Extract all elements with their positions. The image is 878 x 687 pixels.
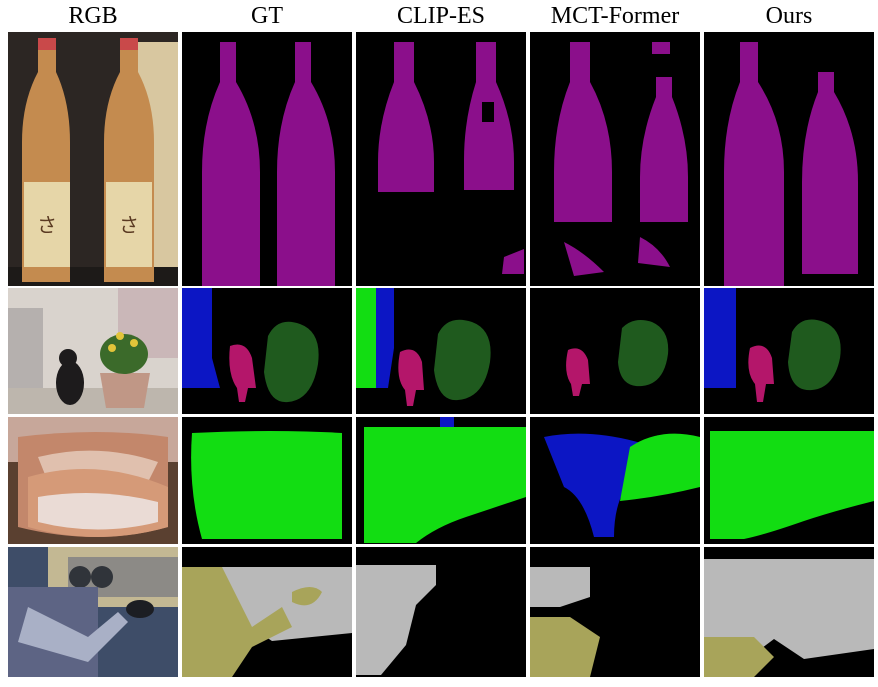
rgb-image-bottles: さ さ (8, 32, 178, 286)
clipes-mask-motorbike (356, 547, 526, 677)
mctformer-mask-pillow (530, 417, 700, 544)
column-header-gt: GT (251, 3, 283, 29)
gt-mask-bottles (182, 32, 352, 286)
svg-text:さ: さ (37, 213, 57, 237)
ours-mask-bottles (704, 32, 874, 286)
column-header-mctformer: MCT-Former (550, 3, 680, 29)
rgb-image-motorbike (8, 547, 178, 677)
column-header-clipes: CLIP-ES (396, 3, 485, 29)
clipes-mask-dog-plant (356, 288, 526, 414)
column-header-rgb: RGB (68, 3, 118, 29)
mctformer-mask-motorbike (530, 547, 700, 677)
svg-text:さ: さ (119, 213, 139, 237)
ours-mask-pillow (704, 417, 874, 544)
ours-mask-motorbike (704, 547, 874, 677)
rgb-image-dog-plant (8, 288, 178, 414)
mctformer-mask-bottles (530, 32, 700, 286)
rgb-image-pillow (8, 417, 178, 544)
column-header-ours: Ours (765, 3, 813, 29)
gt-mask-pillow (182, 417, 352, 544)
clipes-mask-pillow (356, 417, 526, 544)
clipes-mask-bottles (356, 32, 526, 286)
gt-mask-dog-plant (182, 288, 352, 414)
gt-mask-motorbike (182, 547, 352, 677)
mctformer-mask-dog-plant (530, 288, 700, 414)
ours-mask-dog-plant (704, 288, 874, 414)
